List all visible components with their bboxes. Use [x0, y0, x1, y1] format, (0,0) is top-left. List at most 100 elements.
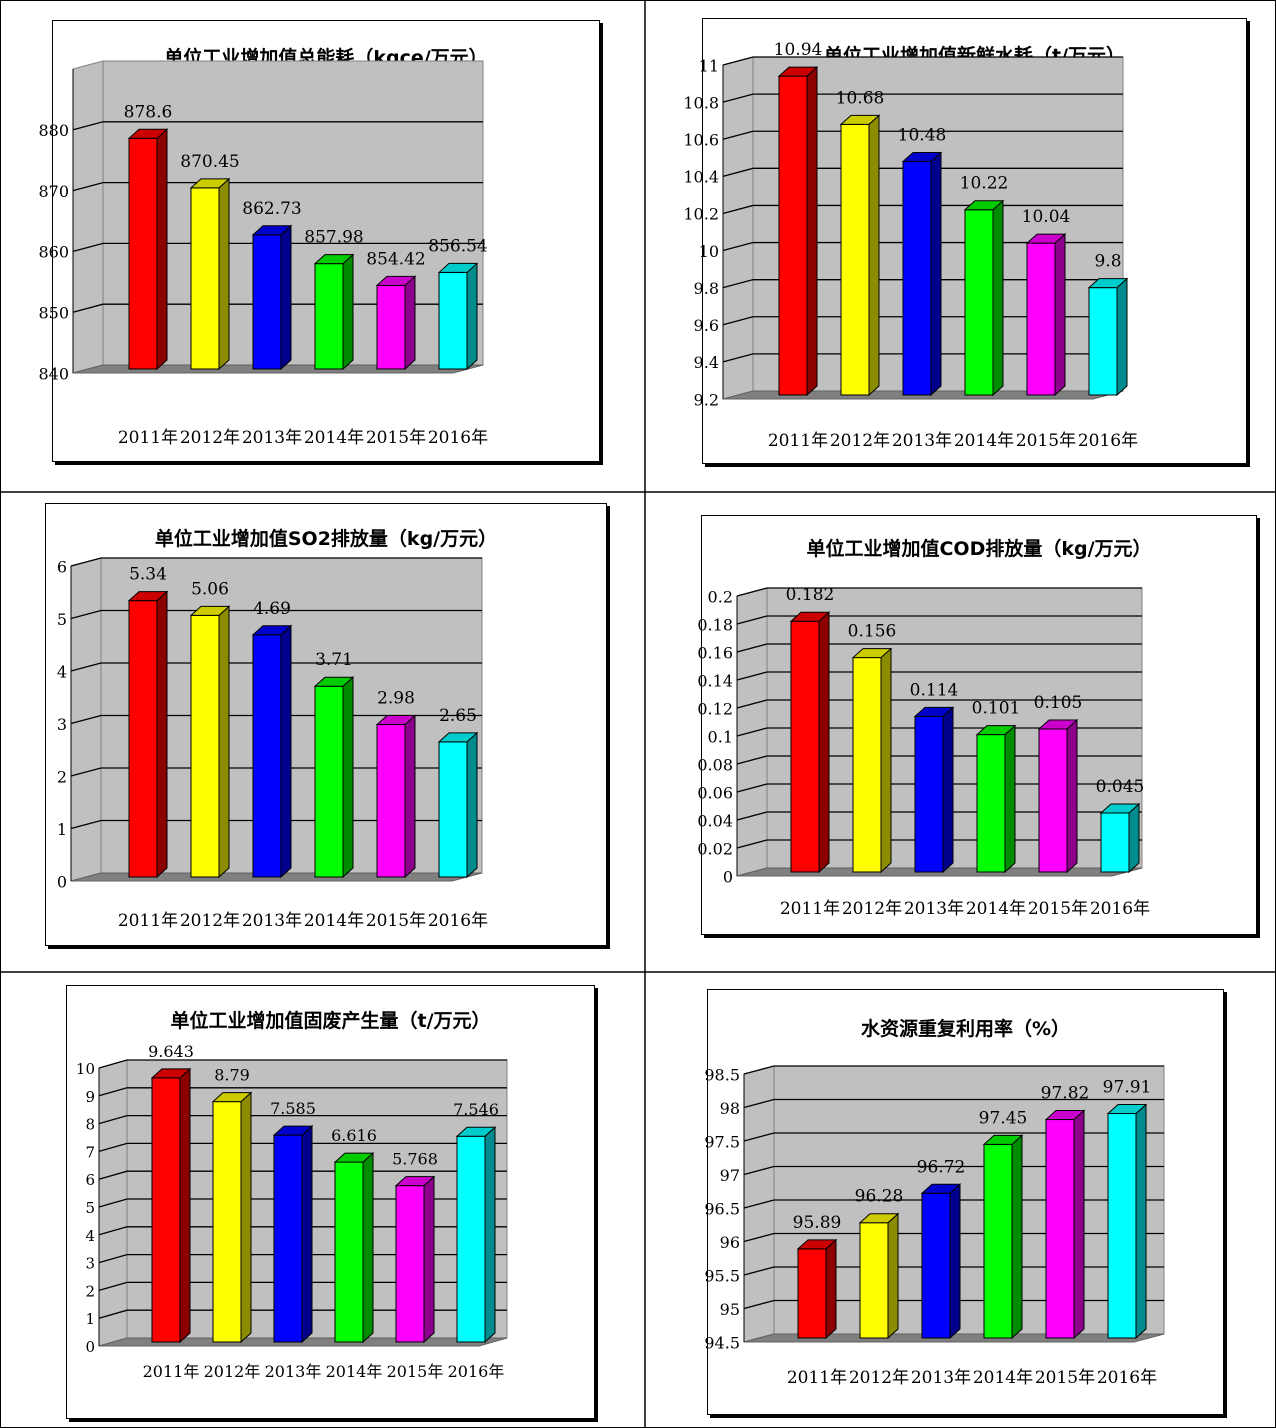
gridline — [736, 587, 1142, 597]
data-label: 10.04 — [1022, 207, 1071, 227]
bar-front — [976, 734, 1006, 873]
gridline — [736, 671, 1142, 681]
data-label: 854.42 — [366, 249, 425, 269]
bar-front — [983, 1143, 1013, 1339]
bar-side — [423, 1175, 435, 1344]
gridline — [736, 755, 1142, 765]
data-label: 7.546 — [453, 1100, 499, 1119]
bar-side — [1073, 1109, 1085, 1340]
gridline — [722, 167, 1123, 177]
gridline — [70, 767, 482, 777]
x-category-label: 2012年 — [180, 428, 240, 448]
bar-side — [362, 1151, 374, 1344]
bar-top — [189, 178, 231, 189]
y-tick-label: 9.2 — [694, 390, 719, 409]
bar-top — [127, 591, 169, 602]
x-category-label: 2016年 — [428, 428, 488, 448]
bar-front — [1045, 1119, 1075, 1339]
y-tick-label: 0.16 — [697, 643, 733, 662]
data-label: 3.71 — [315, 650, 353, 670]
data-label: 0.182 — [786, 585, 835, 605]
data-label: 9.8 — [1094, 252, 1121, 272]
data-label: 862.73 — [242, 199, 301, 219]
data-label: 2.98 — [377, 689, 415, 709]
bar-side — [156, 590, 168, 879]
bar-top — [455, 1126, 497, 1137]
x-category-label: 2015年 — [366, 428, 426, 448]
bar-front — [914, 715, 944, 873]
gridline — [743, 1165, 1164, 1176]
bar-top — [189, 605, 231, 616]
data-label: 0.045 — [1096, 777, 1145, 797]
data-label: 0.101 — [972, 699, 1021, 719]
data-label: 5.06 — [191, 579, 229, 599]
y-tick-label: 0.04 — [697, 811, 733, 830]
data-label: 0.156 — [848, 622, 897, 642]
gridline — [72, 242, 483, 253]
y-tick-label: 3 — [57, 715, 67, 734]
data-label: 7.585 — [270, 1099, 316, 1118]
bar-side — [218, 177, 230, 371]
gridline — [70, 714, 482, 725]
bar-front — [128, 600, 158, 878]
bar-front — [212, 1101, 242, 1343]
x-category-label: 2016年 — [448, 1362, 505, 1381]
gridline — [98, 1170, 507, 1180]
chart-svg: 94.5 95 95.5 96 96.5 97 97.5 98 98.5 95.89 2011年 96… — [704, 1065, 1165, 1388]
chart-svg: 0 0.02 0.04 0.06 0.08 0.1 0.12 0.14 0.16 0.18 0.2 0… — [697, 585, 1150, 919]
bar-side — [1135, 1103, 1147, 1340]
bar-front — [395, 1185, 425, 1343]
chart-panel-so2: 单位工业增加值SO2排放量（kg/万元） 0 1 2 3 4 5 6 5.34 2011年 5.0… — [45, 503, 607, 946]
x-category-label: 2011年 — [787, 1368, 847, 1388]
data-label: 5.768 — [392, 1150, 438, 1169]
data-label: 95.89 — [793, 1213, 842, 1233]
chart-panel-energy: 单位工业增加值总能耗（kgce/万元） 840 850 860 870 880 878.6… — [38, 20, 600, 462]
data-label: 9.643 — [148, 1042, 194, 1061]
x-category-label: 2016年 — [1097, 1368, 1157, 1388]
y-tick-label: 10.6 — [683, 131, 719, 150]
chart-panel-freshwater: 单位工业增加值新鲜水耗（t/万元） 9.2 9.4 9.6 9.8 10 10.2 10.4… — [683, 18, 1247, 464]
y-tick-label: 10.8 — [683, 93, 719, 112]
chart-title: 水资源重复利用率（%） — [860, 1018, 1071, 1040]
bar-front — [273, 1134, 303, 1343]
bar-front — [921, 1192, 951, 1339]
y-tick-label: 10 — [76, 1060, 95, 1078]
bar-front — [334, 1161, 364, 1343]
data-label: 856.54 — [428, 236, 487, 256]
data-label: 10.48 — [898, 125, 947, 145]
bar-side — [1116, 277, 1128, 397]
chart-svg: 9.2 9.4 9.6 9.8 10 10.2 10.4 10.6 10.8 11 10.94 201… — [683, 40, 1138, 451]
bar-front — [1100, 812, 1130, 873]
bar-side — [466, 262, 478, 371]
bar-top — [963, 200, 1005, 211]
gridline — [736, 727, 1142, 737]
bar-front — [840, 123, 870, 396]
gridline — [736, 839, 1142, 849]
y-tick-label: 95.5 — [704, 1266, 740, 1285]
bar-front — [252, 234, 282, 370]
chart-title: 单位工业增加值SO2排放量（kg/万元） — [154, 528, 498, 550]
bar-top — [858, 1213, 900, 1224]
data-label: 2.65 — [439, 706, 477, 726]
gridline — [736, 615, 1142, 625]
gridline — [736, 811, 1142, 821]
bar-top — [851, 648, 893, 659]
bar-front — [797, 1248, 827, 1339]
y-tick-label: 860 — [38, 243, 69, 262]
x-category-label: 2015年 — [1035, 1368, 1095, 1388]
y-tick-label: 5 — [57, 610, 67, 629]
x-category-label: 2013年 — [242, 911, 302, 931]
y-tick-label: 0.14 — [697, 671, 733, 690]
bar-side — [280, 624, 292, 879]
x-category-label: 2014年 — [966, 899, 1026, 919]
bar-front — [151, 1077, 181, 1343]
chart-panel-reuse-rate: 水资源重复利用率（%） 94.5 95 95.5 96 96.5 97 97.5 98 98.5… — [704, 989, 1224, 1415]
bar-top — [1106, 1104, 1148, 1115]
y-tick-label: 6 — [57, 557, 67, 576]
bar-side — [880, 647, 892, 874]
gridline — [98, 1253, 507, 1264]
bar-front — [190, 187, 220, 370]
bar-front — [1026, 242, 1056, 396]
bar-top — [1044, 1110, 1086, 1121]
bar-front — [902, 160, 932, 396]
